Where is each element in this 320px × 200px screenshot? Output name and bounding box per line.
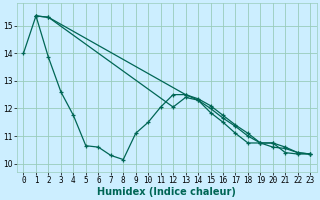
X-axis label: Humidex (Indice chaleur): Humidex (Indice chaleur) [98, 187, 236, 197]
